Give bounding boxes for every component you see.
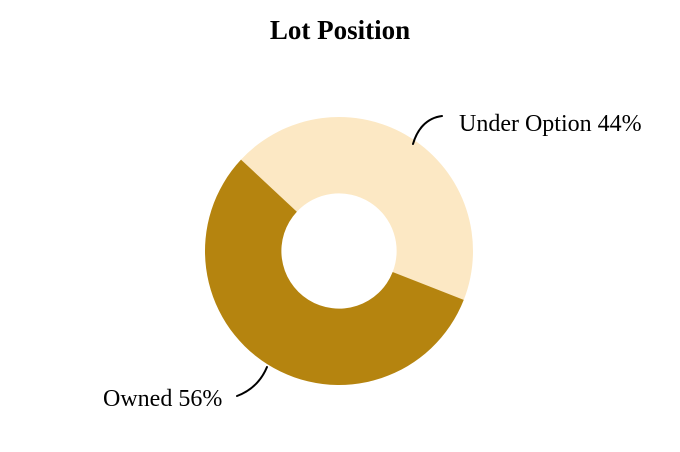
slice-label-owned: Owned 56%	[103, 386, 223, 412]
donut-slices	[204, 117, 473, 386]
donut-slice-under-option	[241, 117, 473, 300]
slice-label-under-option: Under Option 44%	[459, 111, 642, 137]
leader-line-owned-icon	[236, 366, 268, 397]
leader-line-under-option-icon	[412, 115, 443, 145]
donut-slice-owned	[204, 159, 464, 386]
chart-title: Lot Position	[269, 15, 411, 45]
